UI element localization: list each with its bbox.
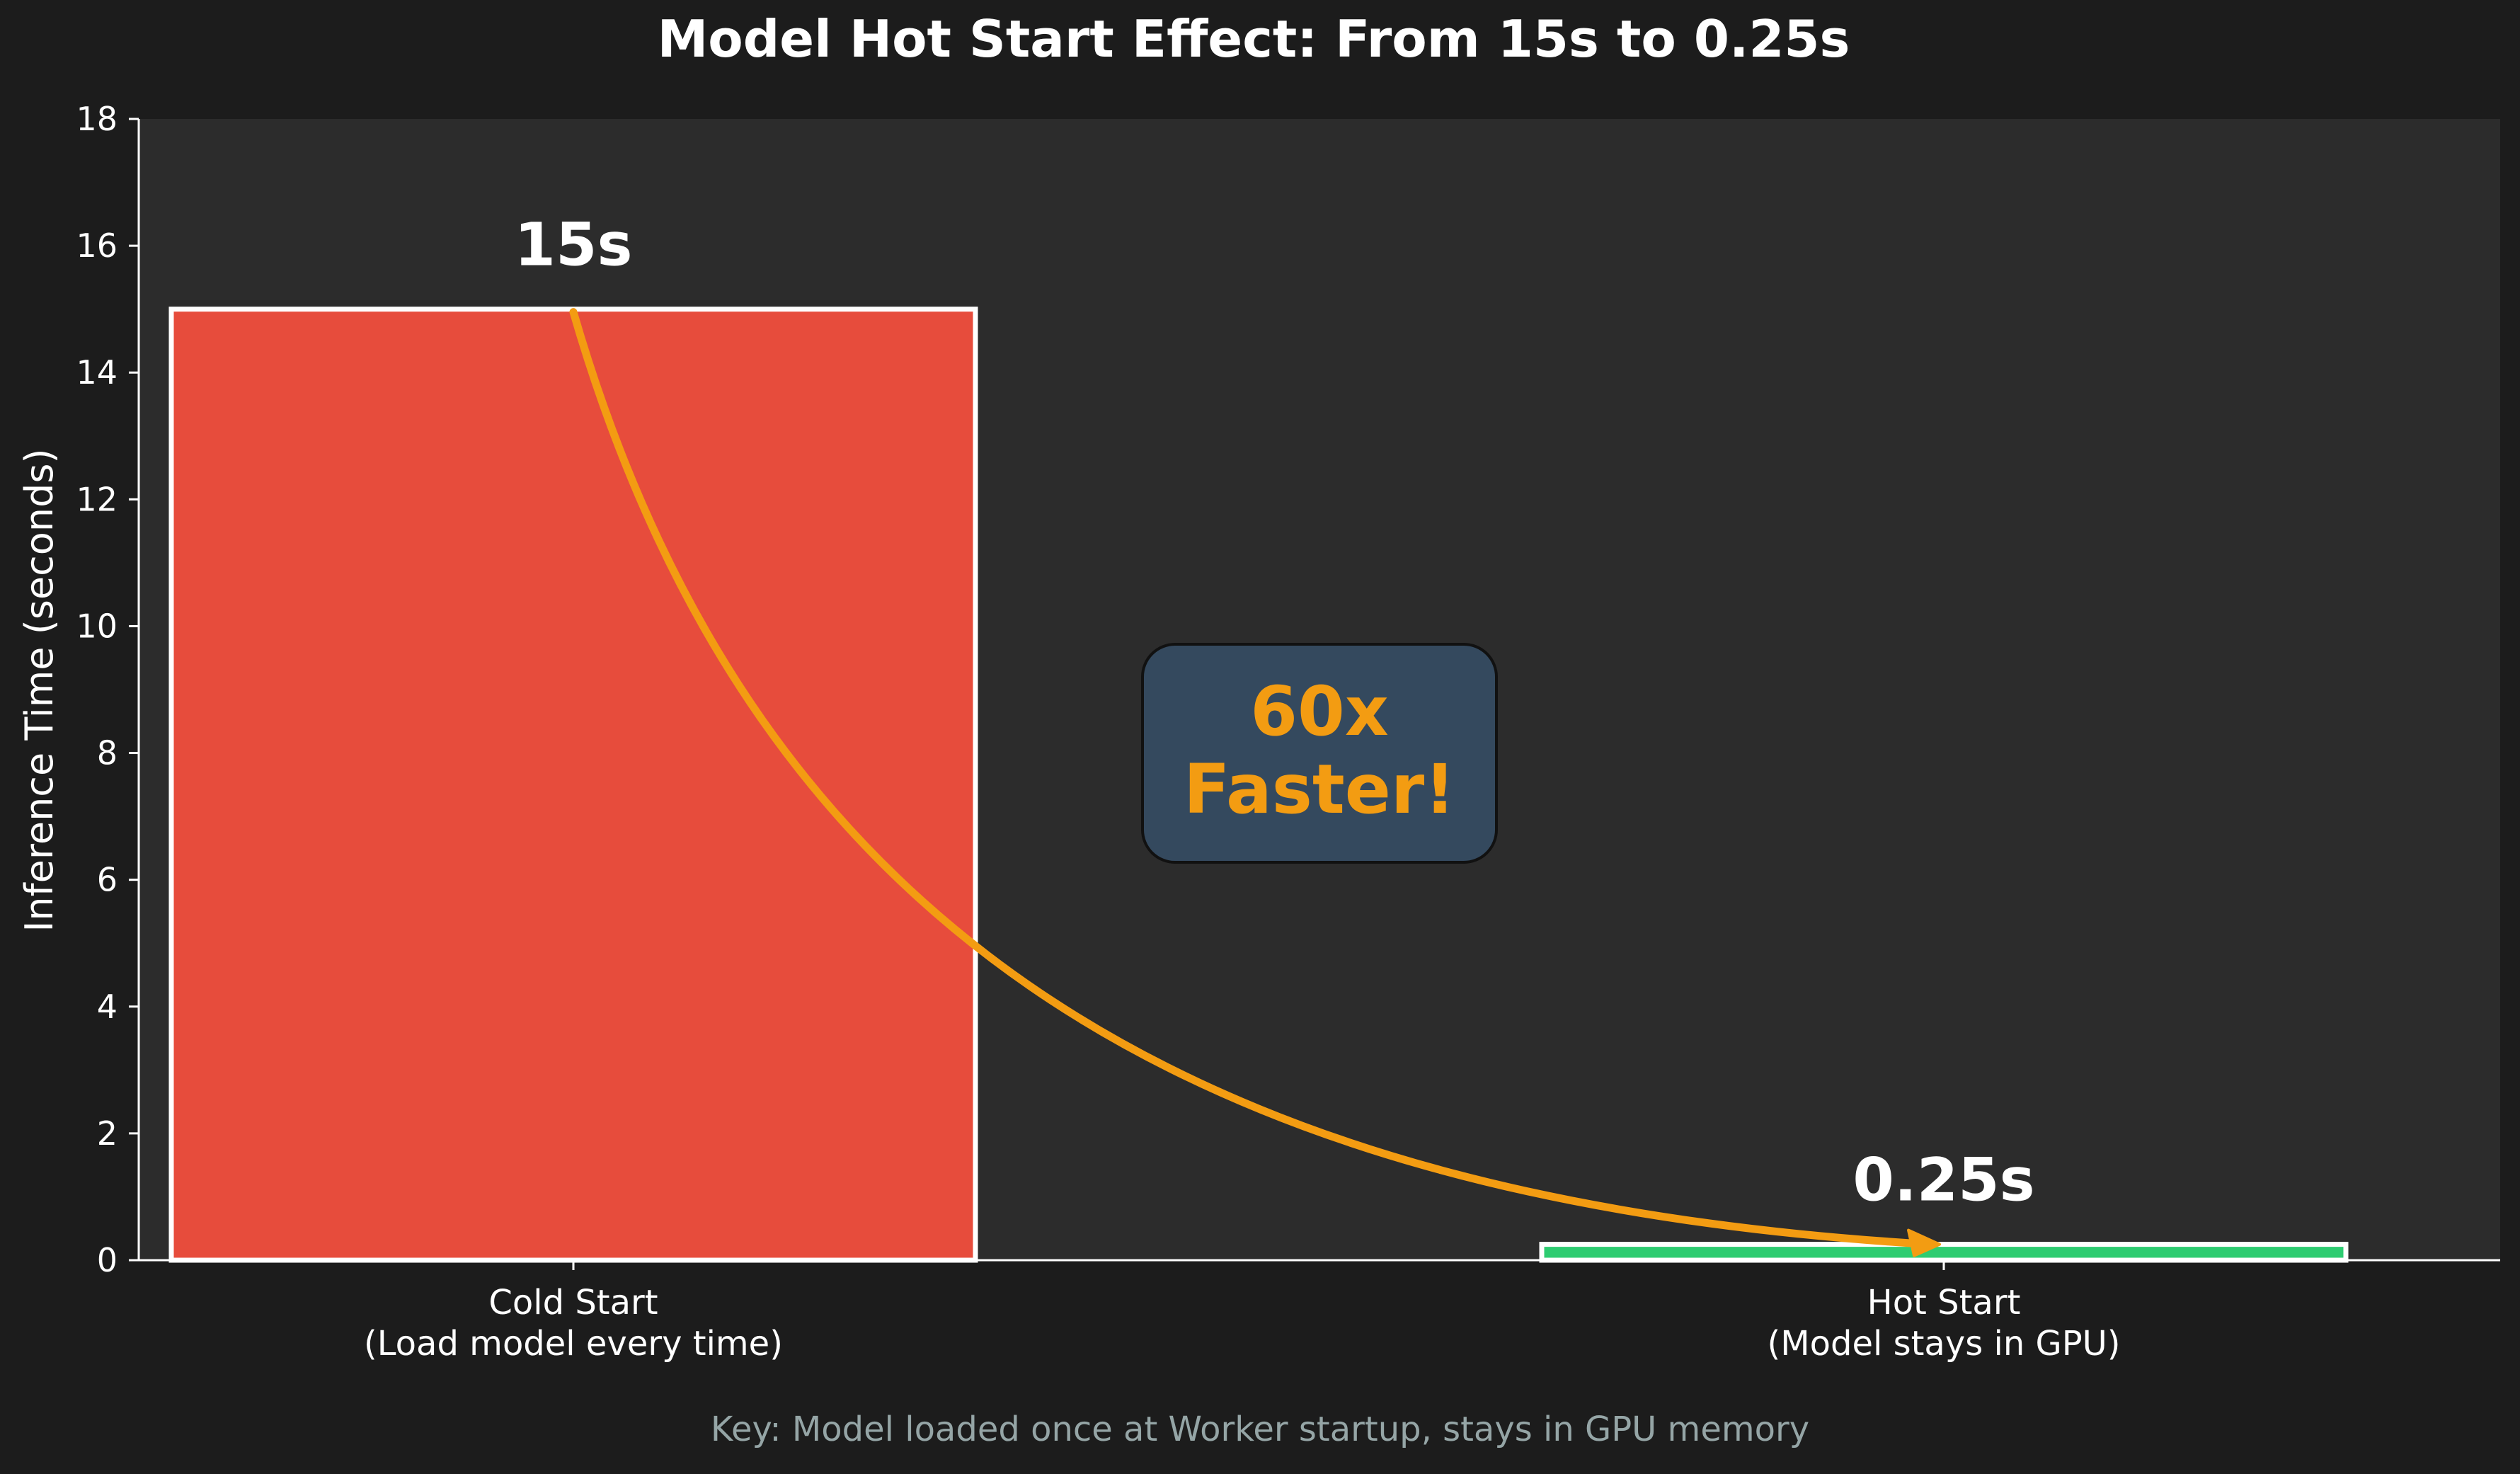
y-tick-label: 2 [97, 1114, 118, 1153]
value-label: 15s [515, 210, 633, 280]
y-tick-label: 8 [97, 734, 118, 772]
trend-arrow [569, 308, 1934, 1249]
speedup-callout [1141, 643, 1498, 864]
y-tick-label: 14 [76, 353, 118, 392]
y-tick-label: 6 [97, 861, 118, 899]
x-tick-label: Cold Start [488, 1283, 658, 1322]
speedup-text: Faster! [1184, 750, 1455, 829]
x-tick-label: Hot Start [1867, 1283, 2021, 1322]
y-tick-label: 10 [76, 607, 118, 645]
y-tick-label: 4 [97, 988, 118, 1026]
x-tick-label: (Model stays in GPU) [1767, 1324, 2120, 1364]
footnote: Key: Model loaded once at Worker startup… [711, 1410, 1809, 1449]
x-tick-label: (Load model every time) [364, 1324, 783, 1364]
y-tick-label: 18 [76, 100, 118, 138]
y-tick-label: 16 [76, 227, 118, 265]
speedup-text: 60x [1250, 672, 1389, 751]
y-tick-label: 0 [97, 1241, 118, 1279]
y-axis-label: Inference Time (seconds) [17, 448, 62, 932]
chart-title: Model Hot Start Effect: From 15s to 0.25… [658, 9, 1850, 69]
arrow-head [1907, 1228, 1941, 1257]
value-label: 0.25s [1852, 1146, 2034, 1215]
bar [168, 307, 978, 1263]
bar [1539, 1242, 2349, 1263]
y-tick-label: 12 [76, 480, 118, 518]
